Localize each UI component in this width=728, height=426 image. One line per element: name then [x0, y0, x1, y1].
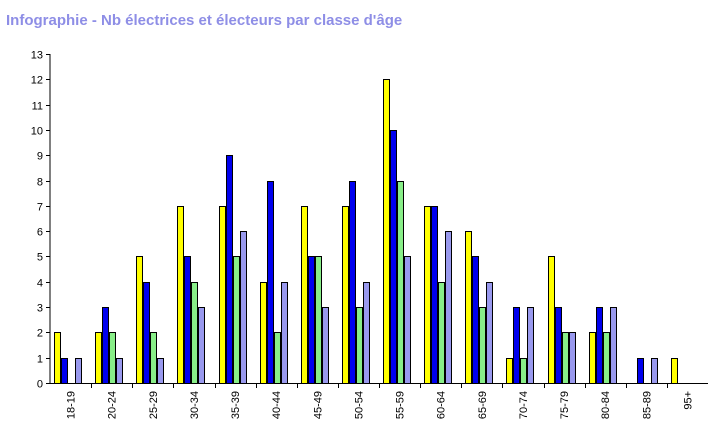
bar — [260, 282, 267, 384]
bar — [177, 206, 184, 384]
bar — [102, 307, 109, 384]
bar — [445, 231, 452, 384]
bar — [95, 332, 102, 384]
bar — [651, 358, 658, 384]
y-tick-label: 11 — [32, 101, 43, 113]
y-tick-label: 2 — [37, 328, 43, 340]
bar — [274, 332, 281, 384]
y-tick-label: 10 — [31, 126, 43, 138]
bar — [150, 332, 157, 384]
bar — [136, 256, 143, 384]
bar — [486, 282, 493, 384]
bar — [548, 256, 555, 384]
x-tick-label: 75-79 — [559, 391, 571, 419]
bar — [397, 181, 404, 384]
y-tick-label: 5 — [37, 252, 43, 264]
bar — [513, 307, 520, 384]
x-tick-label: 18-19 — [66, 391, 78, 419]
bar — [281, 282, 288, 384]
x-tick-label: 40-44 — [271, 391, 283, 419]
bar — [184, 256, 191, 384]
bar — [671, 358, 678, 384]
bar — [404, 256, 411, 384]
bar — [479, 307, 486, 384]
bar — [322, 307, 329, 384]
bar — [315, 256, 322, 384]
bar — [431, 206, 438, 384]
bar — [308, 256, 315, 384]
bar — [438, 282, 445, 384]
bar — [506, 358, 513, 384]
y-tick-label: 9 — [37, 151, 43, 163]
y-tick-label: 1 — [37, 354, 43, 366]
bar — [555, 307, 562, 384]
bar — [596, 307, 603, 384]
y-tick-label: 12 — [31, 75, 43, 87]
bar — [562, 332, 569, 384]
bar — [143, 282, 150, 384]
x-tick-label: 25-29 — [148, 391, 160, 419]
bar — [589, 332, 596, 384]
x-tick-label: 55-59 — [395, 391, 407, 419]
bar — [233, 256, 240, 384]
y-tick-label: 13 — [31, 50, 43, 62]
bar — [116, 358, 123, 384]
bar — [349, 181, 356, 384]
x-tick-label: 35-39 — [230, 391, 242, 419]
bar — [267, 181, 274, 384]
bar — [637, 358, 644, 384]
bar — [342, 206, 349, 384]
y-tick-label: 6 — [37, 227, 43, 239]
x-tick-label: 50-54 — [353, 391, 365, 419]
y-tick-label: 7 — [37, 202, 43, 214]
bar — [569, 332, 576, 384]
bar — [527, 307, 534, 384]
y-tick-label: 0 — [37, 379, 43, 391]
bar — [610, 307, 617, 384]
bar — [383, 79, 390, 384]
x-tick-label: 95+ — [682, 391, 694, 410]
y-tick-label: 3 — [37, 303, 43, 315]
bar — [363, 282, 370, 384]
x-tick-label: 80-84 — [600, 391, 612, 419]
bar — [356, 307, 363, 384]
bar — [240, 231, 247, 384]
x-tick-label: 45-49 — [312, 391, 324, 419]
x-tick-label: 30-34 — [189, 391, 201, 419]
x-tick-label: 70-74 — [518, 391, 530, 419]
bar — [472, 256, 479, 384]
x-tick-label: 60-64 — [436, 391, 448, 419]
x-tick-label: 20-24 — [107, 391, 119, 419]
chart-title: Infographie - Nb électrices et électeurs… — [6, 12, 403, 29]
bar — [75, 358, 82, 384]
bar — [54, 332, 61, 384]
y-tick-label: 4 — [37, 278, 43, 290]
bar — [603, 332, 610, 384]
bar — [198, 307, 205, 384]
bar — [424, 206, 431, 384]
bar — [301, 206, 308, 384]
y-tick-label: 8 — [37, 177, 43, 189]
bar — [61, 358, 68, 384]
bar — [109, 332, 116, 384]
bar — [226, 155, 233, 384]
bar — [191, 282, 198, 384]
x-tick-label: 85-89 — [641, 391, 653, 419]
bar — [157, 358, 164, 384]
bar — [219, 206, 226, 384]
bar — [390, 130, 397, 384]
bars — [54, 79, 678, 384]
bar — [520, 358, 527, 384]
x-tick-label: 65-69 — [477, 391, 489, 419]
bar — [465, 231, 472, 384]
